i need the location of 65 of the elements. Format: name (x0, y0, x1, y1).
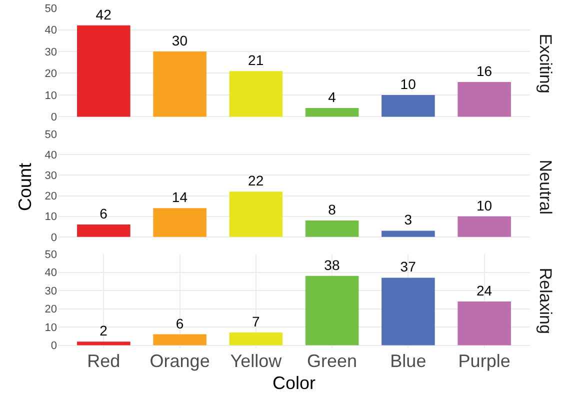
bar (382, 94, 435, 117)
x-tick-label: Green (307, 351, 358, 371)
bar (153, 334, 206, 346)
bar (458, 216, 511, 237)
data-label: 37 (400, 258, 416, 275)
text: Relaxing (536, 268, 556, 334)
bar (305, 220, 359, 237)
bar (153, 52, 206, 117)
data-label: 22 (248, 172, 264, 189)
y-axis-title: Count (14, 162, 35, 212)
data-label: 8 (328, 201, 336, 218)
bar (382, 278, 435, 346)
data-label: 7 (252, 313, 260, 330)
data-label: 30 (172, 32, 188, 48)
y-tick-label: 40 (44, 149, 57, 162)
data-label: 24 (476, 282, 492, 298)
data-label: 3 (404, 212, 412, 228)
text: Exciting (536, 34, 556, 94)
x-tick-label: Purple (458, 351, 510, 371)
y-tick-label: 50 (44, 128, 57, 141)
bar (229, 332, 283, 346)
data-label: 2 (100, 322, 108, 339)
x-axis-title: Color (272, 373, 316, 394)
y-tick-label: 10 (44, 90, 57, 102)
bar (458, 82, 511, 117)
data-label: 38 (324, 256, 340, 273)
bar (77, 224, 130, 237)
y-tick-label: 20 (44, 190, 57, 203)
x-tick-label: Red (87, 351, 120, 371)
data-label: 42 (96, 6, 112, 22)
y-tick-label: 50 (44, 2, 57, 15)
data-label: 21 (248, 52, 264, 68)
bar (229, 192, 283, 237)
y-tick-label: 50 (44, 248, 57, 261)
bar (305, 276, 359, 346)
x-tick-label: Orange (150, 351, 210, 371)
y-tick-label: 10 (44, 322, 57, 334)
bar (382, 230, 435, 237)
data-label: 10 (476, 197, 492, 214)
y-tick-label: 0 (50, 340, 57, 352)
text: Neutral (536, 160, 556, 215)
y-tick-label: 0 (50, 232, 57, 244)
bar (458, 301, 511, 346)
y-tick-label: 30 (44, 46, 57, 58)
y-tick-label: 20 (44, 304, 57, 316)
data-label: 4 (328, 89, 336, 106)
bar (77, 342, 130, 346)
bar (229, 71, 283, 117)
y-tick-label: 40 (44, 24, 57, 37)
data-label: 6 (176, 315, 184, 332)
y-tick-label: 40 (44, 267, 57, 280)
x-tick-label: Yellow (230, 351, 283, 371)
y-tick-label: 0 (50, 112, 57, 124)
bar (77, 25, 130, 117)
bar (153, 208, 206, 237)
data-label: 10 (400, 76, 416, 92)
y-tick-label: 10 (44, 211, 57, 224)
y-tick-label: 30 (44, 170, 57, 182)
y-tick-label: 30 (44, 285, 57, 298)
data-label: 6 (100, 206, 108, 222)
bar (305, 108, 359, 117)
data-label: 14 (172, 189, 188, 206)
data-label: 16 (476, 62, 492, 79)
y-tick-label: 20 (44, 68, 57, 80)
x-tick-label: Blue (390, 351, 426, 371)
